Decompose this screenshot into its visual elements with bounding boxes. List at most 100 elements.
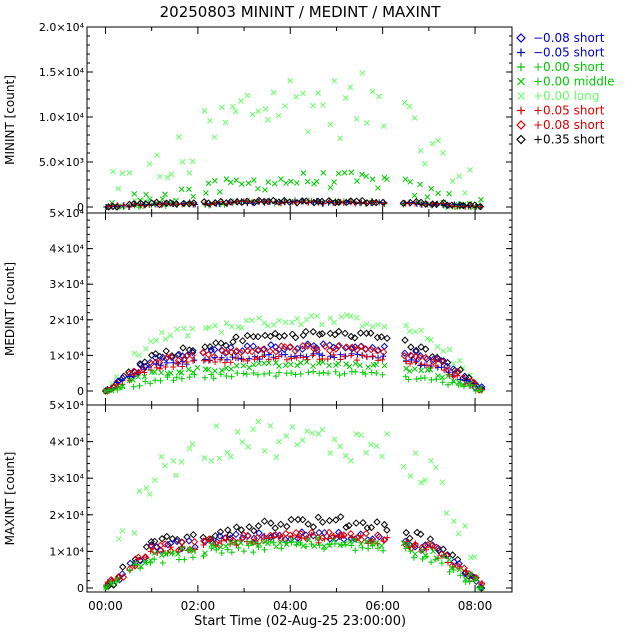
data-point — [151, 550, 158, 557]
data-point — [418, 361, 425, 368]
x-axis-ticks: 00:00 02:00 04:00 06:00 08:00 — [88, 599, 492, 613]
data-point — [412, 450, 419, 457]
data-point — [421, 345, 430, 353]
y-tick-label: 1×10⁴ — [49, 545, 84, 558]
data-point — [189, 158, 196, 165]
data-point — [265, 360, 272, 366]
data-point — [180, 199, 188, 208]
data-point — [272, 355, 279, 362]
data-point — [356, 329, 365, 337]
data-point — [210, 352, 219, 361]
data-point — [261, 532, 268, 539]
data-point — [309, 328, 317, 336]
y-axis-label: MAXINT [count] — [3, 452, 17, 546]
data-point — [234, 429, 241, 435]
data-point — [418, 479, 424, 486]
data-point — [373, 347, 382, 355]
data-point — [336, 513, 345, 521]
data-point — [218, 347, 226, 355]
data-point — [267, 519, 275, 527]
data-point — [266, 369, 273, 376]
data-point — [375, 93, 382, 100]
data-point — [372, 198, 380, 207]
data-point — [249, 111, 256, 118]
data-point — [438, 364, 445, 371]
data-point — [367, 345, 375, 354]
data-point — [288, 370, 295, 377]
data-point — [369, 542, 376, 549]
data-point — [319, 426, 326, 433]
data-point — [316, 370, 323, 377]
data-point — [270, 534, 277, 541]
data-point — [423, 553, 430, 560]
data-point — [136, 382, 143, 389]
data-point — [368, 343, 377, 352]
data-point — [421, 200, 430, 208]
data-point — [413, 358, 420, 365]
data-point — [213, 546, 220, 553]
series--0-00-short — [103, 538, 483, 591]
data-point — [229, 536, 237, 544]
data-point — [432, 355, 440, 364]
data-point — [361, 345, 370, 353]
data-point — [188, 348, 197, 357]
data-point — [427, 366, 434, 373]
data-point — [141, 369, 148, 376]
data-point — [243, 197, 251, 206]
data-point — [332, 362, 339, 368]
data-point — [294, 540, 300, 547]
data-point — [298, 535, 305, 542]
data-point — [407, 473, 414, 480]
data-point — [299, 437, 306, 443]
data-point — [266, 332, 275, 341]
data-point — [255, 108, 262, 114]
data-point — [455, 382, 462, 389]
data-point — [314, 535, 321, 542]
data-point — [367, 523, 376, 532]
data-point — [217, 371, 224, 378]
data-point — [167, 352, 175, 361]
data-point — [433, 464, 439, 471]
data-point — [405, 376, 412, 383]
data-point — [422, 477, 429, 484]
data-point — [401, 349, 409, 357]
data-point — [439, 374, 446, 381]
data-point — [269, 196, 278, 205]
data-point — [265, 323, 271, 329]
data-point — [292, 371, 299, 378]
data-point — [250, 177, 257, 184]
data-point — [319, 321, 325, 328]
data-point — [250, 369, 257, 376]
y-tick-label: 5.0×10³ — [39, 156, 84, 169]
data-point — [417, 343, 425, 351]
data-point — [207, 346, 215, 354]
data-point — [450, 518, 457, 524]
data-point — [185, 366, 192, 373]
data-point — [448, 551, 457, 559]
data-point — [401, 99, 408, 106]
data-point — [331, 330, 339, 339]
data-point — [363, 119, 370, 126]
data-point — [277, 540, 283, 546]
series--0-00-middle — [103, 359, 483, 394]
data-point — [136, 361, 145, 369]
data-point — [233, 347, 241, 355]
data-point — [399, 199, 408, 207]
data-point — [265, 116, 271, 123]
data-point — [162, 191, 168, 198]
data-point — [239, 439, 246, 445]
data-point — [240, 548, 247, 555]
data-point — [402, 545, 409, 552]
data-point — [245, 180, 252, 186]
data-point — [403, 365, 410, 372]
data-point — [348, 169, 355, 176]
data-point — [254, 332, 262, 341]
data-point — [416, 351, 424, 360]
series--0-08-short — [104, 528, 485, 591]
data-point — [342, 452, 349, 459]
data-point — [359, 171, 365, 178]
data-point — [229, 354, 236, 361]
data-point — [282, 539, 289, 546]
data-point — [218, 329, 225, 336]
data-point — [304, 428, 311, 435]
